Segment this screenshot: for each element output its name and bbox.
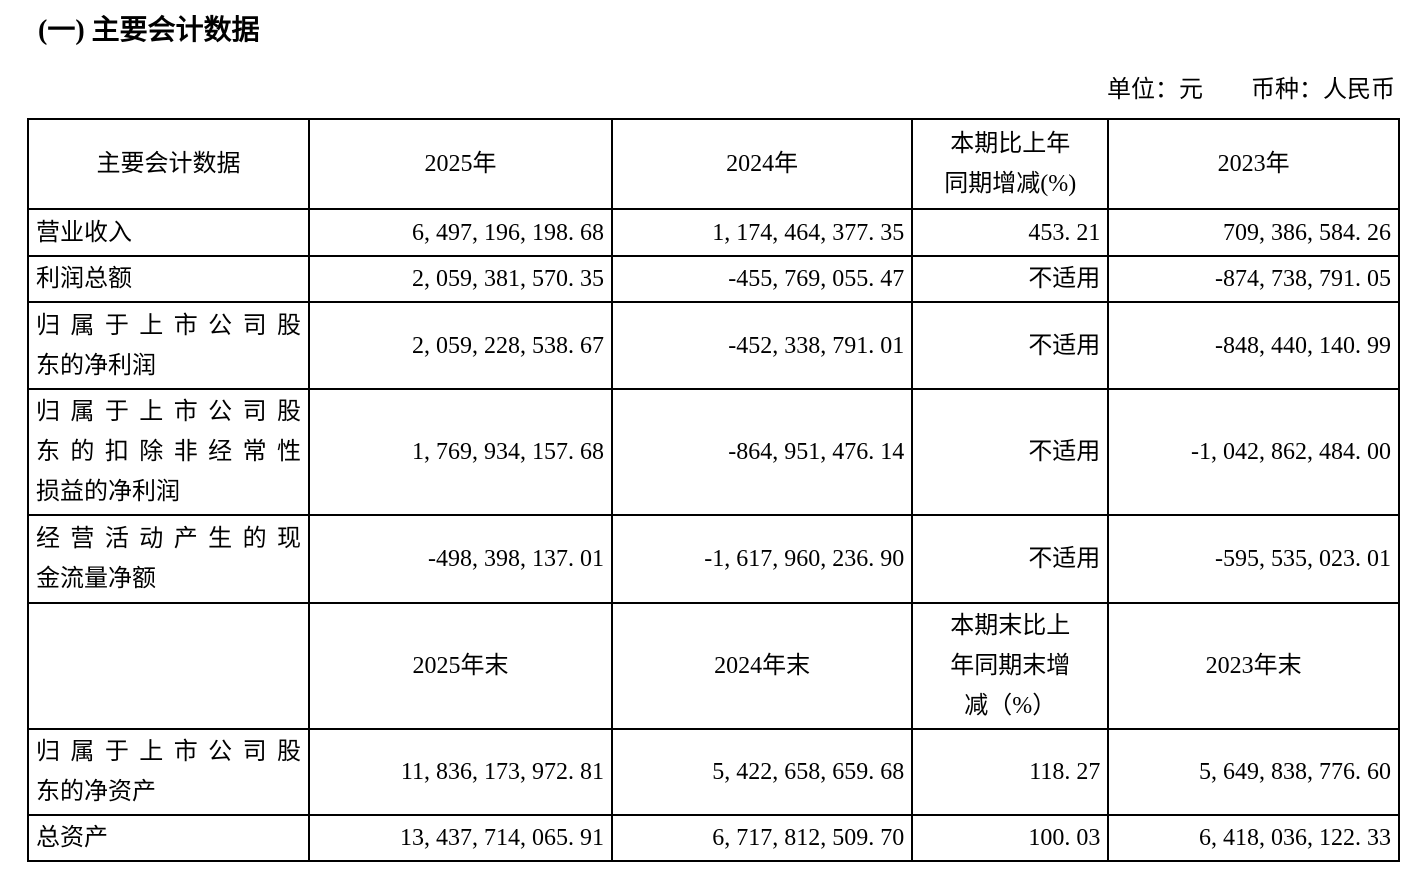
value-2024-cell: 5, 422, 658, 659. 68	[611, 728, 914, 816]
header-cell-2024: 2024年	[611, 118, 914, 210]
row-label-cell: 营业收入	[26, 208, 311, 257]
value-2025-cell: 2, 059, 381, 570. 35	[308, 255, 614, 303]
value-2024-cell: -455, 769, 055. 47	[611, 255, 914, 303]
header-cell-change-end: 本期末比上 年同期末增 减（%）	[911, 602, 1110, 730]
row-label: 东的净利润	[36, 352, 156, 379]
header-change-line: 本期末比上	[950, 613, 1071, 639]
header-change-line: 同期增减(%)	[944, 171, 1077, 197]
value-2025-cell: 13, 437, 714, 065. 91	[308, 814, 614, 862]
header-cell-2023-end: 2023年末	[1107, 602, 1400, 730]
value-2023-cell: 6, 418, 036, 122. 33	[1107, 814, 1400, 862]
document-page: (一) 主要会计数据 单位：元 币种：人民币 主要会计数据 2025年 2024…	[0, 14, 1423, 862]
row-label: 营业收入	[36, 219, 132, 246]
header-cell-2025-end: 2025年末	[308, 602, 614, 730]
row-label-cell: 归属于上市公司股 东的净利润	[26, 301, 311, 390]
row-label: 金流量净额	[36, 566, 156, 592]
value-2025-cell: 11, 836, 173, 972. 81	[308, 728, 614, 816]
header-change-line: 年同期末增	[950, 653, 1071, 679]
header-cell-empty	[26, 602, 311, 730]
row-label: 经营活动产生的现	[36, 526, 302, 552]
value-2023-cell: -1, 042, 862, 484. 00	[1107, 388, 1400, 516]
value-2023-cell: -848, 440, 140. 99	[1107, 301, 1400, 390]
row-label-cell: 利润总额	[26, 255, 311, 303]
table-row-operating-cash-flow: 经营活动产生的现 金流量净额 -498, 398, 137. 01 -1, 61…	[26, 514, 1400, 604]
row-label: 损益的净利润	[36, 479, 180, 505]
header-cell-2023: 2023年	[1107, 118, 1400, 210]
value-2024-cell: -452, 338, 791. 01	[611, 301, 914, 390]
row-label: 总资产	[36, 825, 108, 851]
value-change-cell: 不适用	[911, 255, 1110, 303]
table-header-row-period-end: 2025年末 2024年末 本期末比上 年同期末增 减（%） 2023年末	[26, 602, 1400, 730]
row-label: 归属于上市公司股	[36, 739, 302, 765]
value-2025-cell: 6, 497, 196, 198. 68	[308, 208, 614, 257]
value-change-cell: 453. 21	[911, 208, 1110, 257]
value-2024-cell: 6, 717, 812, 509. 70	[611, 814, 914, 862]
table-row-net-profit-attributable: 归属于上市公司股 东的净利润 2, 059, 228, 538. 67 -452…	[26, 301, 1400, 390]
table-row-total-profit: 利润总额 2, 059, 381, 570. 35 -455, 769, 055…	[26, 255, 1400, 303]
value-2023-cell: 709, 386, 584. 26	[1107, 208, 1400, 257]
header-cell-metric: 主要会计数据	[26, 118, 311, 210]
header-cell-change: 本期比上年 同期增减(%)	[911, 118, 1110, 210]
value-2025-cell: -498, 398, 137. 01	[308, 514, 614, 604]
key-accounting-data-table: 主要会计数据 2025年 2024年 本期比上年 同期增减(%) 2023年 营…	[26, 118, 1400, 862]
value-2023-cell: 5, 649, 838, 776. 60	[1107, 728, 1400, 816]
row-label-cell: 总资产	[26, 814, 311, 862]
table-row-net-profit-excl-nonrecurring: 归属于上市公司股 东的扣除非经常性 损益的净利润 1, 769, 934, 15…	[26, 388, 1400, 516]
row-label-cell: 归属于上市公司股 东的扣除非经常性 损益的净利润	[26, 388, 311, 516]
page-title: (一) 主要会计数据	[38, 15, 260, 46]
unit-currency-note: 单位：元 币种：人民币	[1107, 77, 1395, 103]
row-label: 归属于上市公司股	[36, 399, 302, 425]
value-change-cell: 不适用	[911, 301, 1110, 390]
header-change-line: 减（%）	[964, 693, 1057, 719]
row-label: 东的扣除非经常性	[36, 439, 302, 465]
header-cell-2024-end: 2024年末	[611, 602, 914, 730]
value-2023-cell: -595, 535, 023. 01	[1107, 514, 1400, 604]
value-change-cell: 不适用	[911, 514, 1110, 604]
value-change-cell: 100. 03	[911, 814, 1110, 862]
value-2024-cell: -864, 951, 476. 14	[611, 388, 914, 516]
row-label: 东的净资产	[36, 779, 156, 805]
row-label: 归属于上市公司股	[36, 312, 302, 339]
value-2024-cell: -1, 617, 960, 236. 90	[611, 514, 914, 604]
table-row-revenue: 营业收入 6, 497, 196, 198. 68 1, 174, 464, 3…	[26, 208, 1400, 257]
value-2023-cell: -874, 738, 791. 05	[1107, 255, 1400, 303]
value-change-cell: 不适用	[911, 388, 1110, 516]
value-change-cell: 118. 27	[911, 728, 1110, 816]
row-label-cell: 归属于上市公司股 东的净资产	[26, 728, 311, 816]
row-label: 利润总额	[36, 266, 132, 292]
row-label-cell: 经营活动产生的现 金流量净额	[26, 514, 311, 604]
header-cell-2025: 2025年	[308, 118, 614, 210]
value-2024-cell: 1, 174, 464, 377. 35	[611, 208, 914, 257]
header-change-line: 本期比上年	[950, 131, 1071, 157]
value-2025-cell: 2, 059, 228, 538. 67	[308, 301, 614, 390]
table-row-net-assets-attributable: 归属于上市公司股 东的净资产 11, 836, 173, 972. 81 5, …	[26, 728, 1400, 816]
value-2025-cell: 1, 769, 934, 157. 68	[308, 388, 614, 516]
table-header-row-annual: 主要会计数据 2025年 2024年 本期比上年 同期增减(%) 2023年	[26, 118, 1400, 210]
table-row-total-assets: 总资产 13, 437, 714, 065. 91 6, 717, 812, 5…	[26, 814, 1400, 862]
